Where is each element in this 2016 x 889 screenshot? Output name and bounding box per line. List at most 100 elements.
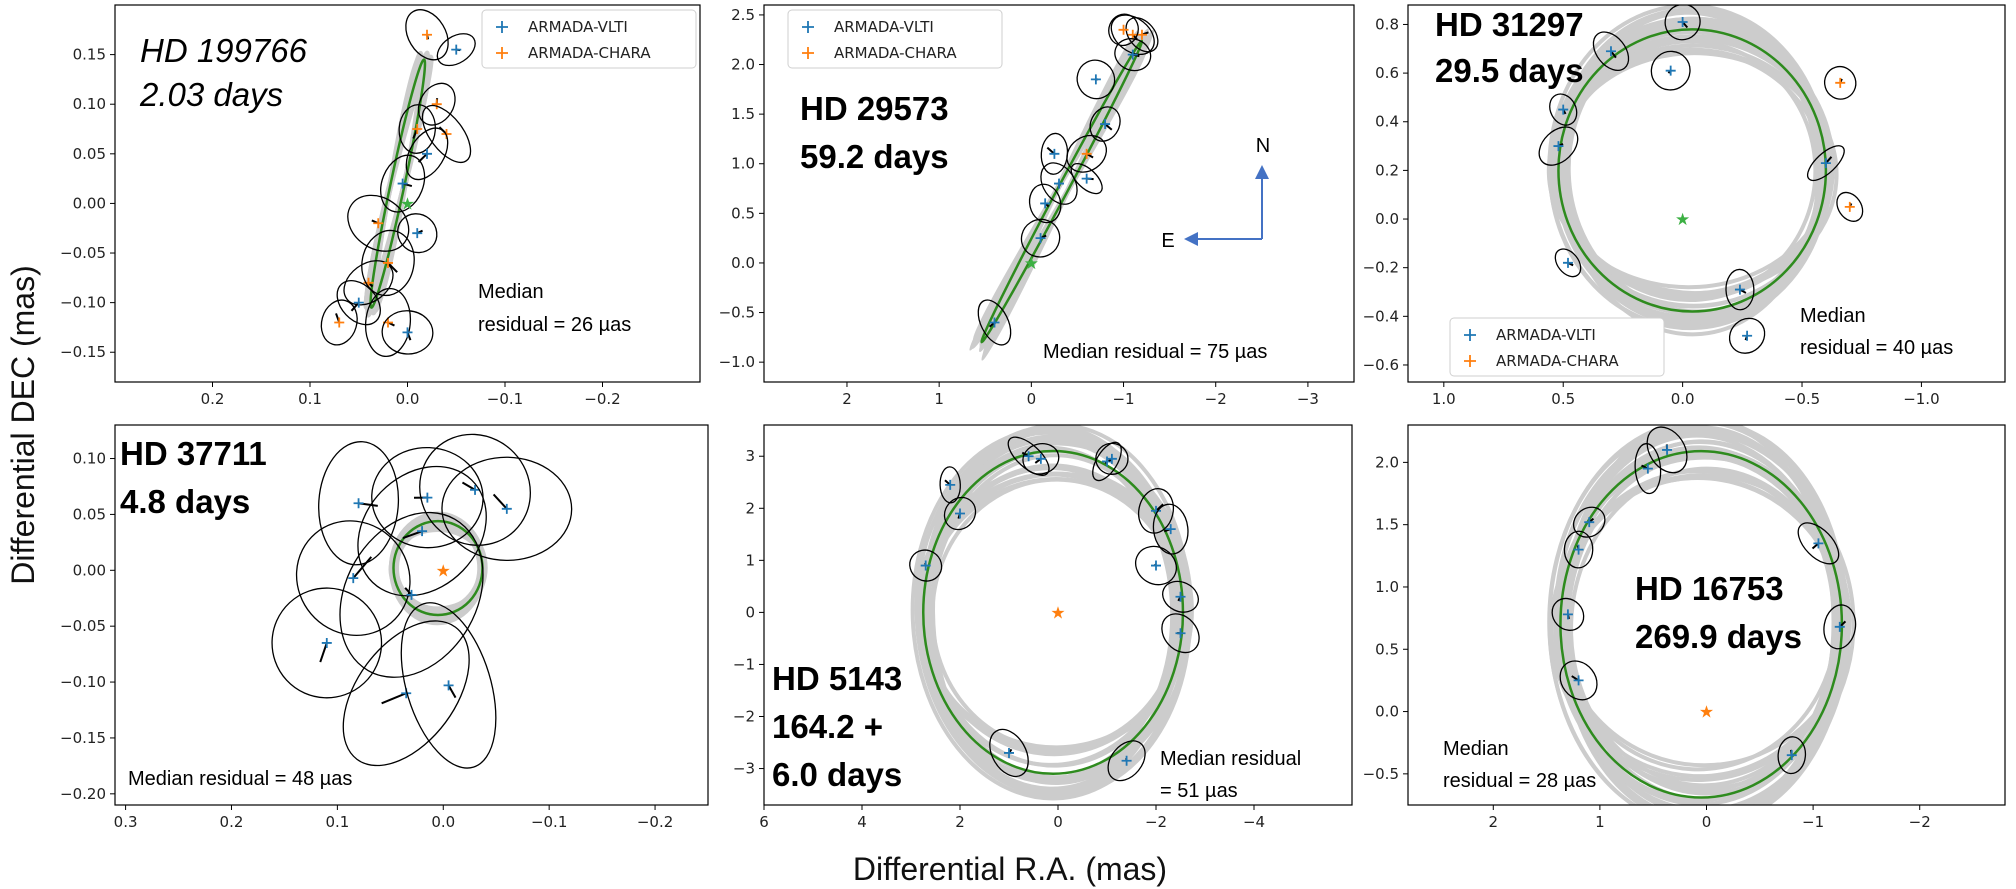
posterior-orbits xyxy=(1546,5,1839,337)
panel-title-line: 59.2 days xyxy=(800,138,949,175)
error-ellipse xyxy=(1728,317,1766,354)
data-point-vlti xyxy=(1786,750,1797,761)
data-point-vlti xyxy=(402,327,413,338)
x-tick-label: 0.2 xyxy=(201,390,225,408)
y-tick-label: 0.05 xyxy=(73,145,106,163)
x-tick-label: 1.0 xyxy=(1432,390,1456,408)
data-point-chara xyxy=(1081,148,1092,159)
data-point-vlti xyxy=(397,178,408,189)
x-tick-label: 1 xyxy=(1595,813,1605,831)
error-ellipse xyxy=(400,602,497,769)
data-point-vlti xyxy=(1677,17,1688,28)
x-tick-label: 6 xyxy=(759,813,769,831)
data-point-vlti xyxy=(412,228,423,239)
data-point-vlti xyxy=(1175,591,1186,602)
y-tick-label: −2 xyxy=(733,708,755,726)
residual-line xyxy=(352,556,373,579)
data-point-chara xyxy=(1844,201,1855,212)
error-ellipse xyxy=(1592,31,1630,71)
error-ellipse xyxy=(1135,545,1177,586)
data-point-vlti xyxy=(353,297,364,308)
median-residual-annotation: Median xyxy=(1800,305,1866,327)
y-tick-label: −1.0 xyxy=(719,353,755,371)
data-point-vlti xyxy=(1106,453,1117,464)
error-ellipse xyxy=(419,433,531,546)
plot-content: ★ xyxy=(968,13,1159,361)
error-ellipse xyxy=(271,587,383,699)
x-tick-label: −0.2 xyxy=(584,390,620,408)
x-tick-label: −1.0 xyxy=(1903,390,1939,408)
legend: ARMADA-VLTI ARMADA-CHARA xyxy=(787,9,1003,69)
data-point-vlti xyxy=(1562,609,1573,620)
data-point-vlti xyxy=(1100,119,1111,130)
posterior-orbit xyxy=(1547,425,1848,805)
data-point-vlti xyxy=(422,492,433,503)
x-tick-label: −1 xyxy=(1802,813,1824,831)
y-tick-label: 0.2 xyxy=(1375,161,1399,179)
legend-marker xyxy=(496,21,508,33)
compass-north-arrowhead xyxy=(1255,165,1269,179)
legend-box xyxy=(481,9,697,69)
data-point-vlti xyxy=(1642,463,1653,474)
x-tick-label: −1 xyxy=(1112,390,1134,408)
plot-content: ★ xyxy=(1547,425,1857,805)
data-point-vlti xyxy=(945,479,956,490)
residual-line xyxy=(492,493,508,510)
x-tick-label: 2 xyxy=(955,813,965,831)
legend-marker xyxy=(496,47,508,59)
median-residual-annotation: Median xyxy=(1443,738,1509,760)
compass-east-label: E xyxy=(1161,230,1174,252)
error-ellipse xyxy=(1538,126,1579,166)
error-ellipse xyxy=(1559,660,1598,701)
best-fit-orbit xyxy=(1557,28,1828,313)
y-tick-label: −0.5 xyxy=(719,304,755,322)
median-residual-annotation: residual = 26 µas xyxy=(478,314,631,336)
legend-box xyxy=(787,9,1003,69)
data-point-vlti xyxy=(1121,755,1132,766)
error-ellipse xyxy=(909,549,943,582)
data-point-vlti xyxy=(1127,49,1138,60)
error-ellipse xyxy=(361,229,415,297)
error-ellipse xyxy=(1725,268,1755,311)
y-tick-label: −0.4 xyxy=(1363,307,1399,325)
legend: ARMADA-VLTI ARMADA-CHARA xyxy=(481,9,697,69)
data-point-vlti xyxy=(422,148,432,159)
median-residual-annotation: Median residual xyxy=(1160,748,1301,770)
data-point-vlti xyxy=(1734,284,1745,295)
data-point-vlti xyxy=(955,508,965,519)
error-ellipse xyxy=(343,260,394,306)
residual-line xyxy=(1839,620,1847,628)
error-ellipse xyxy=(436,33,476,67)
center-star: ★ xyxy=(1024,254,1039,274)
y-tick-label: 2.0 xyxy=(1375,453,1399,471)
legend-label: ARMADA-CHARA xyxy=(1496,352,1619,370)
x-tick-label: 0 xyxy=(1027,390,1037,408)
posterior-orbit xyxy=(925,434,1180,796)
panel-title-line: HD 5143 xyxy=(772,660,902,697)
error-ellipse xyxy=(1114,37,1152,72)
y-tick-label: −0.10 xyxy=(60,673,106,691)
data-point-vlti xyxy=(1558,104,1569,115)
median-residual-annotation: residual = 40 µas xyxy=(1800,337,1953,359)
center-star: ★ xyxy=(1699,703,1714,723)
error-ellipse xyxy=(1806,145,1845,182)
y-tick-label: 0.0 xyxy=(1375,210,1399,228)
legend-marker xyxy=(802,47,814,59)
data-point-vlti xyxy=(1081,173,1092,184)
y-tick-label: −0.15 xyxy=(60,729,106,747)
y-tick-label: 0.00 xyxy=(73,561,106,579)
error-ellipse xyxy=(1563,530,1594,569)
error-ellipse xyxy=(939,466,961,504)
y-tick-label: 0.0 xyxy=(731,254,755,272)
error-ellipse xyxy=(1092,441,1122,482)
posterior-orbit xyxy=(388,527,487,611)
ticks: 1.0 0.5 0.0 −0.5 −1.0 0.8 0.6 0.4 0.2 0.0 −0.2 −0.4… xyxy=(1363,15,1940,408)
residual-line xyxy=(447,684,457,699)
error-ellipse xyxy=(1076,59,1116,100)
data-point-vlti xyxy=(451,44,462,55)
y-tick-label: −3 xyxy=(733,760,755,778)
error-ellipse xyxy=(1634,443,1662,495)
data-point-vlti xyxy=(1563,257,1573,268)
y-tick-label: 0.0 xyxy=(1375,703,1399,721)
residual-line xyxy=(404,587,413,596)
